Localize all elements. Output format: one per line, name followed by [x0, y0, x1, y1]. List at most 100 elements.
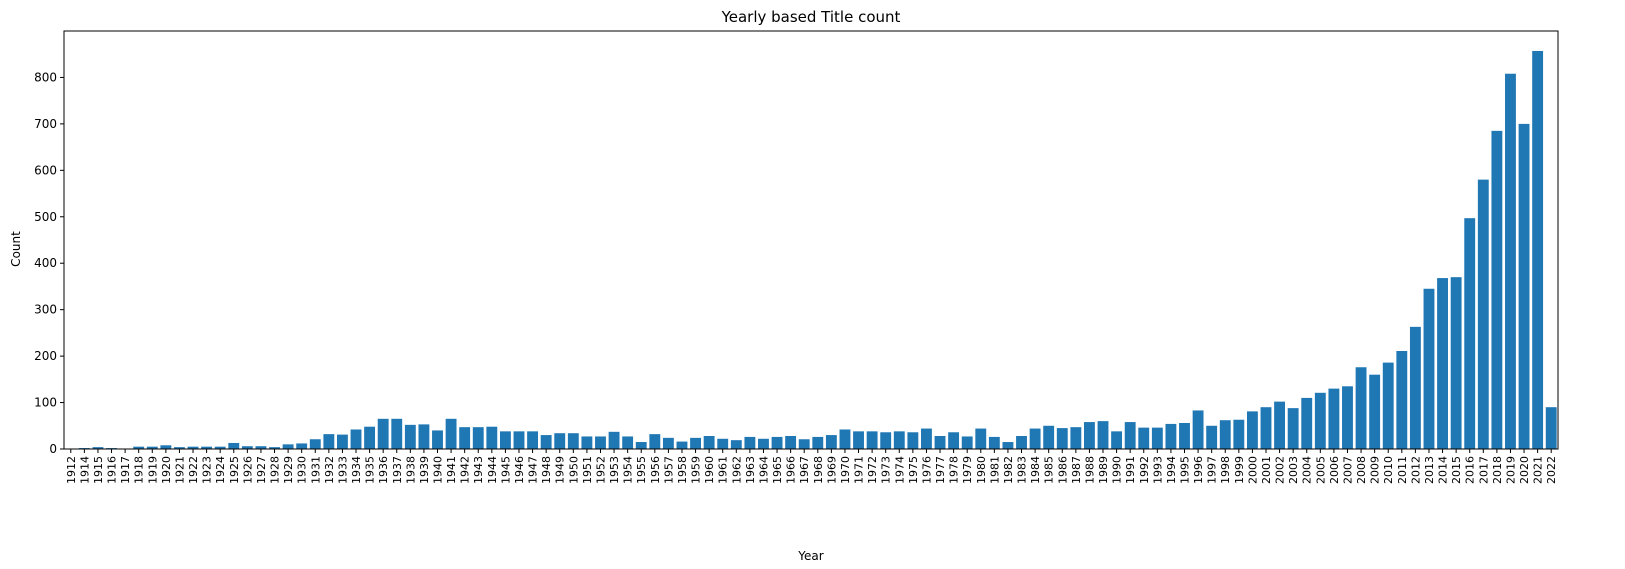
bar-1997 — [1206, 425, 1218, 449]
x-tick-label: 1983 — [1016, 456, 1029, 484]
x-tick-label: 2020 — [1518, 456, 1531, 484]
x-tick-label: 2003 — [1287, 456, 1300, 484]
bar-2002 — [1274, 401, 1286, 449]
x-tick-label: 2000 — [1246, 456, 1259, 484]
y-tick-label: 100 — [34, 396, 57, 410]
x-tick-label: 1951 — [581, 456, 594, 484]
bar-1999 — [1233, 419, 1245, 449]
x-tick-label: 1938 — [404, 456, 417, 484]
bar-1948 — [540, 435, 552, 449]
plot-frame — [63, 30, 1559, 450]
x-tick-label: 1979 — [961, 456, 974, 484]
chart-title: Yearly based Title count — [721, 8, 901, 26]
bar-1976 — [921, 428, 932, 449]
x-tick-label: 1921 — [173, 456, 186, 484]
y-tick-label: 0 — [49, 442, 57, 456]
x-tick-label: 1975 — [907, 456, 920, 484]
x-tick-label: 1923 — [201, 456, 214, 484]
bar-1971 — [853, 431, 864, 449]
bar-1929 — [282, 444, 294, 449]
x-tick-label: 1947 — [527, 456, 540, 484]
x-tick-label: 1965 — [771, 456, 784, 484]
x-tick-label: 1933 — [336, 456, 349, 484]
bar-1957 — [662, 437, 674, 449]
x-tick-label: 1992 — [1138, 456, 1151, 484]
bar-1967 — [798, 439, 810, 449]
x-tick-label: 1991 — [1124, 456, 1137, 484]
bar-1924 — [214, 446, 226, 449]
bar-1958 — [676, 441, 688, 449]
x-tick-label: 1949 — [554, 456, 567, 484]
bar-1954 — [622, 436, 634, 449]
bar-2001 — [1260, 407, 1272, 449]
y-axis: 0 100 200 300 400 500 600 700 800 — [34, 70, 64, 456]
x-tick-label: 1999 — [1233, 456, 1246, 484]
bar-1935 — [364, 426, 376, 449]
bar-1922 — [187, 446, 199, 449]
x-tick-label: 1935 — [364, 456, 377, 484]
bar-1982 — [1002, 442, 1014, 449]
x-tick-label: 1958 — [676, 456, 689, 484]
x-tick-label: 1978 — [948, 456, 961, 484]
x-tick-label: 2014 — [1437, 456, 1450, 484]
bar-1944 — [486, 426, 498, 449]
bar-1950 — [567, 433, 579, 449]
x-tick-label: 1997 — [1206, 456, 1219, 484]
bar-1925 — [228, 442, 240, 449]
bar-1955 — [635, 442, 647, 449]
x-tick-label: 1916 — [106, 456, 119, 484]
bar-2021 — [1532, 50, 1544, 450]
bar-1963 — [744, 436, 756, 449]
bar-1952 — [595, 436, 606, 449]
bar-2004 — [1301, 397, 1313, 449]
x-tick-label: 2015 — [1450, 456, 1463, 484]
bar-1942 — [459, 427, 471, 449]
bar-1972 — [866, 431, 878, 449]
bar-1983 — [1016, 435, 1027, 449]
bar-1959 — [690, 437, 701, 449]
bar-2003 — [1287, 408, 1299, 449]
x-tick-label: 2002 — [1274, 456, 1287, 484]
bar-1915 — [92, 447, 104, 449]
x-tick-label: 1939 — [418, 456, 431, 484]
bar-1945 — [499, 431, 511, 449]
x-tick-label: 1918 — [133, 456, 146, 484]
x-tick-label: 1974 — [893, 456, 906, 484]
bar-1989 — [1097, 421, 1109, 449]
x-tick-label: 1924 — [214, 456, 227, 484]
bar-1930 — [296, 443, 308, 449]
x-tick-label: 2021 — [1532, 456, 1545, 484]
x-tick-label: 1934 — [350, 456, 363, 484]
x-tick-label: 1920 — [160, 456, 173, 484]
bar-1986 — [1056, 428, 1068, 449]
x-tick-label: 1971 — [853, 456, 866, 484]
x-tick-label: 2016 — [1464, 456, 1477, 484]
bar-1960 — [703, 435, 715, 449]
bar-1953 — [608, 431, 620, 449]
bar-1973 — [880, 432, 892, 449]
x-tick-label: 1929 — [282, 456, 295, 484]
x-tick-label: 1941 — [445, 456, 458, 484]
bar-1993 — [1151, 427, 1163, 449]
bar-1992 — [1138, 427, 1150, 449]
bar-1927 — [255, 446, 267, 449]
bar-1996 — [1192, 410, 1204, 449]
x-tick-label: 2010 — [1382, 456, 1395, 484]
x-tick-label: 2017 — [1477, 456, 1490, 484]
x-tick-label: 2022 — [1545, 456, 1558, 484]
x-tick-label: 1928 — [269, 456, 282, 484]
y-tick-label: 200 — [34, 349, 57, 363]
x-tick-label: 1996 — [1192, 456, 1205, 484]
bar-1991 — [1124, 422, 1136, 449]
x-tick-label: 1962 — [730, 456, 743, 484]
bar-1919 — [146, 446, 158, 449]
x-tick-label: 1945 — [499, 456, 512, 484]
y-tick-label: 800 — [34, 70, 57, 84]
x-tick-label: 2013 — [1423, 456, 1436, 484]
bar-1968 — [812, 436, 824, 449]
bar-1943 — [472, 427, 484, 449]
bar-2017 — [1477, 179, 1489, 449]
bar-1979 — [961, 436, 973, 449]
x-tick-label: 1937 — [391, 456, 404, 484]
bar-1920 — [160, 445, 172, 449]
